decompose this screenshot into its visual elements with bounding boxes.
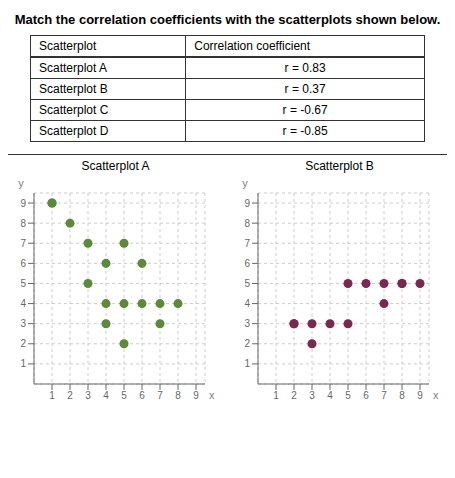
html-text:Correlation coefficient: Correlation coefficient: [194, 39, 311, 53]
svg-text:2: 2: [291, 390, 297, 401]
svg-text:1: 1: [49, 390, 55, 401]
svg-text:5: 5: [345, 390, 351, 401]
svg-text:2: 2: [244, 338, 250, 349]
svg-text:5: 5: [121, 390, 127, 401]
svg-text:6: 6: [139, 390, 145, 401]
svg-text:1: 1: [20, 358, 26, 369]
svg-text:3: 3: [309, 390, 315, 401]
svg-text:8: 8: [20, 218, 26, 229]
html-text:r = -0.67: r = -0.67: [282, 103, 328, 117]
svg-text:7: 7: [157, 390, 163, 401]
svg-text:3: 3: [20, 318, 26, 329]
html-text:r = 0.37: r = 0.37: [284, 82, 326, 96]
svg-text:7: 7: [20, 238, 26, 249]
html-text:Scatterplot D: Scatterplot D: [39, 124, 109, 138]
svg-text:x: x: [209, 389, 215, 401]
svg-text:3: 3: [85, 390, 91, 401]
html-text:Scatterplot B: Scatterplot B: [305, 159, 374, 173]
svg-text:1: 1: [244, 358, 250, 369]
svg-text:9: 9: [244, 198, 250, 209]
svg-text:x: x: [433, 389, 439, 401]
html-text:Scatterplot C: Scatterplot C: [39, 103, 109, 117]
svg-text:2: 2: [67, 390, 73, 401]
svg-text:4: 4: [103, 390, 109, 401]
svg-text:9: 9: [193, 390, 199, 401]
svg-text:5: 5: [244, 278, 250, 289]
svg-text:9: 9: [20, 198, 26, 209]
svg-text:y: y: [18, 177, 24, 189]
svg-text:8: 8: [244, 218, 250, 229]
svg-text:2: 2: [20, 338, 26, 349]
html-text:Scatterplot A: Scatterplot A: [81, 159, 150, 173]
svg-text:6: 6: [363, 390, 369, 401]
html-text:r = -0.85: r = -0.85: [282, 124, 328, 138]
html-text:Scatterplot: Scatterplot: [39, 39, 97, 53]
svg-text:4: 4: [20, 298, 26, 309]
svg-text:3: 3: [244, 318, 250, 329]
svg-text:6: 6: [20, 258, 26, 269]
html-text:Scatterplot A: Scatterplot A: [39, 61, 107, 75]
svg-text:7: 7: [381, 390, 387, 401]
svg-text:8: 8: [399, 390, 405, 401]
html-text:Scatterplot B: Scatterplot B: [39, 82, 108, 96]
svg-text:4: 4: [327, 390, 333, 401]
svg-text:8: 8: [175, 390, 181, 401]
svg-text:1: 1: [273, 390, 279, 401]
svg-text:y: y: [242, 177, 248, 189]
html-text:r = 0.83: r = 0.83: [284, 61, 326, 75]
svg-text:7: 7: [244, 238, 250, 249]
svg-text:4: 4: [244, 298, 250, 309]
html-text:Match the correlation coeffici: Match the correlation coefficients with …: [14, 12, 441, 27]
svg-text:5: 5: [20, 278, 26, 289]
svg-text:9: 9: [417, 390, 423, 401]
svg-text:6: 6: [244, 258, 250, 269]
